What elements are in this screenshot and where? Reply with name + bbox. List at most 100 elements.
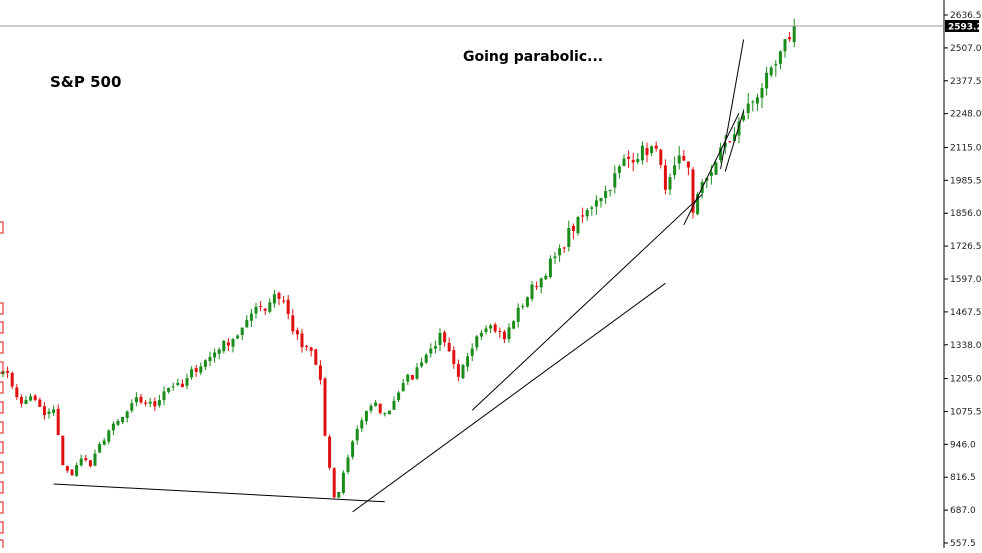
candle-up <box>525 297 529 307</box>
candle-up <box>116 420 120 425</box>
y-tick-label: 557.5 <box>950 539 976 548</box>
candle-up <box>714 162 718 175</box>
candle-up <box>222 340 226 352</box>
candle-up <box>475 336 479 348</box>
candles-layer <box>1 18 796 499</box>
candle-down <box>332 468 336 498</box>
candle-down <box>443 332 447 343</box>
trendline <box>352 282 666 513</box>
candle-up <box>79 458 83 466</box>
y-tick-label: 1985.5 <box>950 176 982 186</box>
candle-up <box>622 158 626 167</box>
candle-up <box>470 348 474 356</box>
chart-title-center: Going parabolic... <box>463 49 603 65</box>
candle-down <box>139 396 143 403</box>
candle-up <box>341 472 345 493</box>
candle-down <box>286 299 290 315</box>
candle-up <box>157 400 161 406</box>
candle-down <box>318 365 322 380</box>
candle-down <box>33 395 37 401</box>
candle-up <box>636 158 640 163</box>
y-tick-label: 687.0 <box>950 506 976 516</box>
candle-up <box>364 411 368 422</box>
candle-up <box>249 313 253 321</box>
candle-up <box>93 453 97 466</box>
candle-down <box>84 458 88 461</box>
candle-down <box>65 465 69 471</box>
candle-up <box>369 405 373 411</box>
candle-up <box>190 369 194 378</box>
left-edge-mark <box>0 481 4 494</box>
trendline <box>683 112 740 226</box>
candle-up <box>98 444 102 453</box>
y-tick-label: 1856.0 <box>950 209 982 219</box>
candle-up <box>420 362 424 367</box>
candle-down <box>691 169 695 213</box>
candle-up <box>176 382 180 386</box>
trendline <box>53 483 385 503</box>
candle-down <box>15 387 19 398</box>
y-tick-label: 1726.5 <box>950 242 982 252</box>
y-tick-label: 816.5 <box>950 473 976 483</box>
candle-up <box>208 356 212 362</box>
candle-up <box>783 39 787 52</box>
candle-up <box>148 401 152 404</box>
candle-up <box>769 67 773 76</box>
candle-up <box>760 88 764 98</box>
y-tick-label: 2636.5 <box>950 11 982 21</box>
candle-down <box>42 406 46 416</box>
candle-up <box>709 172 713 176</box>
candle-up <box>765 72 769 89</box>
candle-up <box>539 278 543 288</box>
candle-down <box>305 345 309 347</box>
candle-down <box>259 306 263 308</box>
candle-up <box>29 396 33 401</box>
candle-up <box>484 328 488 332</box>
candle-up <box>47 411 51 414</box>
candle-down <box>277 293 281 299</box>
candle-down <box>61 435 65 466</box>
candle-up <box>397 392 401 401</box>
candle-up <box>75 465 79 476</box>
candle-down <box>38 399 42 407</box>
candle-up <box>732 134 736 142</box>
candle-up <box>24 399 28 405</box>
candle-down <box>194 368 198 372</box>
candle-up <box>272 294 276 304</box>
candle-down <box>19 396 23 404</box>
candle-up <box>383 413 387 415</box>
left-edge-mark <box>0 321 4 334</box>
candle-up <box>553 256 557 259</box>
left-edge-mark <box>0 381 4 394</box>
y-tick-label: 946.0 <box>950 440 976 450</box>
candle-down <box>447 342 451 352</box>
candle-up <box>130 403 134 411</box>
candle-down <box>493 324 497 332</box>
candle-up <box>125 411 129 419</box>
candle-up <box>429 348 433 354</box>
candle-down <box>631 159 635 163</box>
candle-up <box>254 306 258 314</box>
candle-down <box>627 156 631 159</box>
chart-title-left: S&P 500 <box>50 73 121 91</box>
candle-up <box>102 440 106 445</box>
candle-up <box>544 275 548 280</box>
y-tick-label: 2115.0 <box>950 143 982 153</box>
candle-up <box>355 429 359 441</box>
candle-up <box>438 332 442 345</box>
candle-up <box>240 327 244 336</box>
candle-down <box>378 403 382 413</box>
candle-up <box>668 177 672 190</box>
candle-up <box>599 197 603 202</box>
candle-down <box>70 469 74 476</box>
candle-up <box>530 284 534 300</box>
y-tick-label: 2377.5 <box>950 77 982 87</box>
left-edge-mark <box>0 521 4 534</box>
candle-down <box>663 165 667 190</box>
candle-up <box>792 26 796 43</box>
candle-up <box>742 115 746 121</box>
candle-up <box>640 145 644 161</box>
candle-up <box>245 320 249 328</box>
trendline <box>720 39 745 170</box>
candle-down <box>535 286 539 288</box>
